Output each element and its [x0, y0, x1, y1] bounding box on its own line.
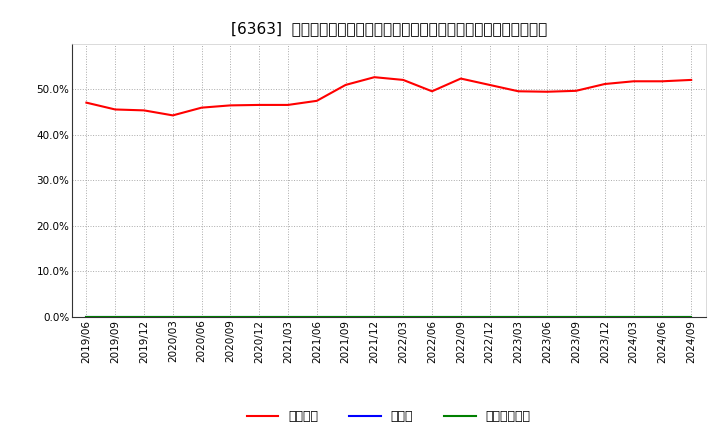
のれん [370, 314, 379, 319]
自己資本 [687, 77, 696, 83]
Line: 自己資本: 自己資本 [86, 77, 691, 115]
自己資本 [658, 79, 667, 84]
繰延税金資産 [370, 314, 379, 319]
のれん [226, 314, 235, 319]
自己資本 [111, 107, 120, 112]
自己資本 [140, 108, 148, 113]
自己資本 [629, 79, 638, 84]
自己資本 [456, 76, 465, 81]
のれん [485, 314, 494, 319]
繰延税金資産 [197, 314, 206, 319]
のれん [572, 314, 580, 319]
のれん [284, 314, 292, 319]
自己資本 [255, 102, 264, 107]
のれん [600, 314, 609, 319]
自己資本 [600, 81, 609, 87]
のれん [255, 314, 264, 319]
のれん [514, 314, 523, 319]
繰延税金資産 [140, 314, 148, 319]
自己資本 [168, 113, 177, 118]
のれん [168, 314, 177, 319]
繰延税金資産 [600, 314, 609, 319]
のれん [111, 314, 120, 319]
のれん [197, 314, 206, 319]
自己資本 [82, 100, 91, 105]
自己資本 [370, 74, 379, 80]
自己資本 [341, 82, 350, 88]
繰延税金資産 [168, 314, 177, 319]
繰延税金資産 [572, 314, 580, 319]
繰延税金資産 [543, 314, 552, 319]
繰延税金資産 [226, 314, 235, 319]
繰延税金資産 [399, 314, 408, 319]
自己資本 [226, 103, 235, 108]
自己資本 [428, 88, 436, 94]
のれん [629, 314, 638, 319]
繰延税金資産 [284, 314, 292, 319]
自己資本 [485, 82, 494, 88]
自己資本 [514, 88, 523, 94]
繰延税金資産 [428, 314, 436, 319]
のれん [312, 314, 321, 319]
自己資本 [312, 98, 321, 103]
自己資本 [284, 102, 292, 107]
のれん [140, 314, 148, 319]
Legend: 自己資本, のれん, 繰延税金資産: 自己資本, のれん, 繰延税金資産 [247, 411, 531, 423]
のれん [543, 314, 552, 319]
のれん [399, 314, 408, 319]
自己資本 [543, 89, 552, 94]
繰延税金資産 [255, 314, 264, 319]
のれん [341, 314, 350, 319]
のれん [687, 314, 696, 319]
繰延税金資産 [456, 314, 465, 319]
のれん [428, 314, 436, 319]
繰延税金資産 [312, 314, 321, 319]
繰延税金資産 [111, 314, 120, 319]
のれん [456, 314, 465, 319]
繰延税金資産 [82, 314, 91, 319]
自己資本 [399, 77, 408, 83]
のれん [82, 314, 91, 319]
繰延税金資産 [629, 314, 638, 319]
のれん [658, 314, 667, 319]
繰延税金資産 [341, 314, 350, 319]
自己資本 [197, 105, 206, 110]
繰延税金資産 [687, 314, 696, 319]
繰延税金資産 [485, 314, 494, 319]
Title: [6363]  自己資本、のれん、繰延税金資産の総資産に対する比率の推移: [6363] 自己資本、のれん、繰延税金資産の総資産に対する比率の推移 [230, 21, 547, 36]
自己資本 [572, 88, 580, 93]
繰延税金資産 [658, 314, 667, 319]
繰延税金資産 [514, 314, 523, 319]
